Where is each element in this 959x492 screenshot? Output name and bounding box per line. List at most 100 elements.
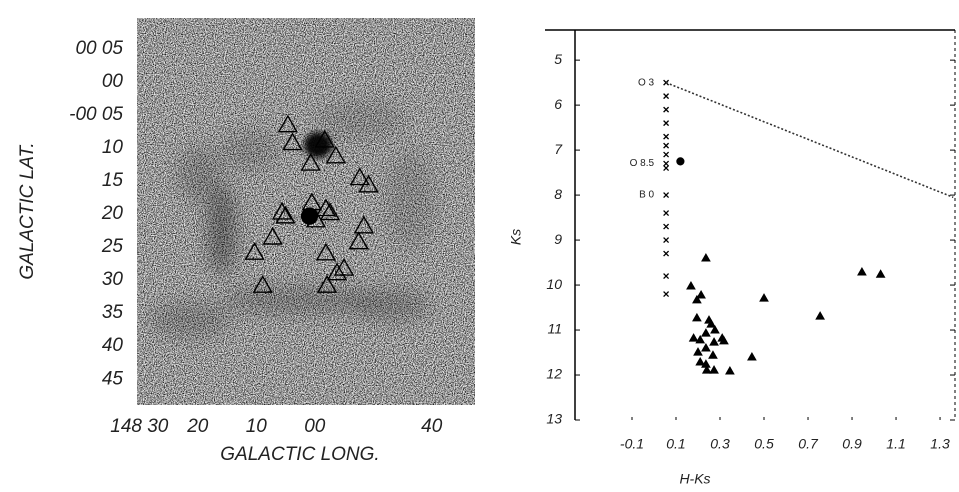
triangle-marker <box>695 334 706 344</box>
cross-marker <box>663 151 670 158</box>
y-tick-label: 10 <box>102 137 124 158</box>
triangle-marker <box>277 114 299 133</box>
triangle-marker <box>857 266 867 276</box>
cross-marker <box>663 250 670 257</box>
x-tick-label: 40 <box>421 416 443 437</box>
triangle-marker <box>282 132 303 151</box>
cross-marker <box>663 120 670 127</box>
y-tick-label: 6 <box>554 96 562 112</box>
circle-marker <box>300 207 319 225</box>
x-tick-label: 0.9 <box>842 436 862 452</box>
triangle-marker <box>719 335 729 345</box>
triangle-marker <box>706 319 717 328</box>
sky-image <box>137 18 475 405</box>
cross-marker <box>663 192 670 199</box>
y-tick-label: -00 05 <box>69 104 123 125</box>
y-tick-label: 8 <box>554 186 562 202</box>
y-tick-label: 00 <box>102 71 124 92</box>
y-tick-label: 5 <box>554 51 562 67</box>
y-axis-label: GALACTIC LAT. <box>17 142 38 279</box>
triangle-marker <box>701 343 711 352</box>
y-tick-label: 20 <box>101 203 124 224</box>
x-tick-label: 1.3 <box>930 436 950 452</box>
x-tick-label: 0.1 <box>666 436 685 452</box>
cross-marker <box>663 273 670 280</box>
circle-marker <box>676 157 685 166</box>
triangle-marker <box>701 328 711 337</box>
y-tick-label: 13 <box>546 411 562 427</box>
triangle-marker <box>693 347 703 356</box>
triangle-marker <box>316 275 338 293</box>
cross-marker <box>663 223 670 230</box>
x-tick-label: 0.7 <box>798 436 819 452</box>
triangle-marker <box>349 167 371 186</box>
triangle-marker <box>875 269 886 278</box>
triangle-marker <box>686 280 696 290</box>
x-axis-label: H-Ks <box>679 471 710 487</box>
y-tick-label: 11 <box>547 321 562 337</box>
y-tick-label: 7 <box>554 141 563 157</box>
triangle-marker <box>708 350 718 359</box>
triangle-marker <box>244 242 265 260</box>
triangle-marker <box>353 215 375 234</box>
x-tick-label: 10 <box>246 416 268 437</box>
y-tick-label: 35 <box>102 302 124 323</box>
triangle-marker <box>759 293 769 302</box>
cross-marker <box>663 210 670 217</box>
cross-marker <box>663 133 670 140</box>
triangle-marker <box>709 337 719 346</box>
triangle-marker <box>696 289 706 299</box>
reddening-line <box>665 81 954 199</box>
cross-marker <box>663 93 670 100</box>
triangle-marker <box>326 262 348 281</box>
triangle-marker <box>688 333 699 342</box>
triangle-marker <box>262 226 283 245</box>
triangle-marker <box>692 312 702 322</box>
y-tick-label: 25 <box>101 236 124 257</box>
x-axis-label: GALACTIC LONG. <box>220 444 379 465</box>
y-axis-label: Ks <box>508 229 524 245</box>
cross-marker <box>663 79 670 86</box>
x-tick-label: -0.1 <box>620 436 644 452</box>
triangle-marker <box>815 311 825 320</box>
cross-marker <box>663 165 670 172</box>
x-tick-label: 0.3 <box>710 436 730 452</box>
y-tick-label: 40 <box>102 335 124 356</box>
cross-marker <box>663 142 670 149</box>
spectral-type-label: O 3 <box>638 77 655 88</box>
x-tick-label: 20 <box>186 416 209 437</box>
y-tick-label: 9 <box>554 231 562 247</box>
y-tick-label: 00 05 <box>75 38 123 59</box>
triangle-marker <box>314 129 335 148</box>
x-tick-label: 1.1 <box>886 436 905 452</box>
left-panel: GALACTIC LONG. GALACTIC LAT. 148 30 20 10 0… <box>17 38 443 465</box>
right-panel: H-Ks Ks -0.1 0.1 0.3 0.5 0.7 0.9 1.1 1.3 5 6 7 8 9 10… <box>508 29 956 487</box>
triangle-marker <box>358 174 379 193</box>
y-tick-label: 10 <box>546 276 562 292</box>
triangle-marker <box>701 365 712 374</box>
triangle-marker <box>315 242 337 261</box>
triangle-marker <box>710 325 720 334</box>
x-tick-label: 0.5 <box>754 436 774 452</box>
triangle-marker <box>325 145 347 164</box>
triangle-marker <box>271 201 293 220</box>
x-tick-label: 148 30 <box>110 416 169 437</box>
triangle-marker <box>252 275 273 293</box>
y-tick-label: 30 <box>102 269 124 290</box>
triangle-marker <box>315 198 337 217</box>
triangle-marker <box>348 231 369 250</box>
triangle-marker <box>300 152 321 171</box>
x-tick-label: 00 <box>304 416 326 437</box>
triangle-marker <box>275 205 296 224</box>
cross-marker <box>663 237 670 244</box>
triangle-marker <box>319 202 341 221</box>
triangle-marker <box>747 352 757 361</box>
cross-marker <box>663 106 670 113</box>
triangle-marker <box>725 365 735 375</box>
cross-marker <box>663 160 670 167</box>
y-tick-label: 15 <box>102 170 124 191</box>
triangle-marker <box>695 356 706 366</box>
y-tick-label: 45 <box>102 368 124 389</box>
y-tick-label: 12 <box>546 366 562 382</box>
